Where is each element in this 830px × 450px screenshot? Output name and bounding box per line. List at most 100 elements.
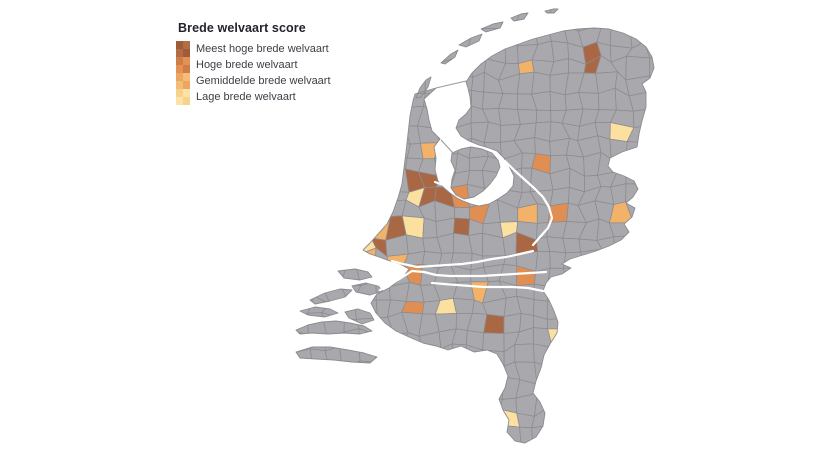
- municipality-cell[interactable]: [358, 183, 378, 209]
- municipality-cell[interactable]: [658, 408, 681, 432]
- municipality-cell[interactable]: [675, 76, 696, 91]
- municipality-cell[interactable]: [675, 153, 694, 175]
- municipality-cell[interactable]: [601, 295, 615, 319]
- municipality-cell[interactable]: [646, 105, 666, 127]
- municipality-cell[interactable]: [658, 46, 682, 62]
- municipality-cell[interactable]: [482, 27, 506, 49]
- municipality-cell[interactable]: [625, 0, 648, 16]
- municipality-cell[interactable]: [627, 312, 645, 336]
- municipality-cell[interactable]: [385, 105, 405, 127]
- municipality-cell[interactable]: [325, 168, 346, 192]
- municipality-cell[interactable]: [658, 252, 680, 271]
- municipality-cell[interactable]: [674, 331, 696, 350]
- municipality-cell[interactable]: [294, 264, 309, 285]
- municipality-cell[interactable]: [391, 0, 404, 17]
- municipality-cell[interactable]: [354, 75, 374, 96]
- municipality-cell[interactable]: [435, 377, 455, 396]
- municipality-cell[interactable]: [593, 440, 616, 450]
- municipality-cell[interactable]: [355, 427, 377, 448]
- municipality-cell[interactable]: [340, 153, 360, 177]
- municipality-cell[interactable]: [642, 312, 662, 336]
- municipality-cell[interactable]: [646, 399, 661, 417]
- municipality-cell[interactable]: [577, 408, 599, 432]
- municipality-cell[interactable]: [372, 76, 394, 96]
- municipality-cell[interactable]: [681, 27, 697, 48]
- municipality-cell[interactable]: [662, 444, 675, 450]
- municipality-cell[interactable]: [676, 171, 696, 192]
- municipality-cell[interactable]: [326, 253, 347, 271]
- municipality-cell[interactable]: [566, 377, 587, 396]
- municipality-cell[interactable]: [503, 313, 522, 334]
- municipality-cell[interactable]: [633, 412, 648, 430]
- municipality-cell[interactable]: [643, 26, 664, 47]
- municipality-cell[interactable]: [306, 270, 327, 288]
- municipality-cell[interactable]: [626, 394, 649, 417]
- municipality-cell[interactable]: [628, 440, 646, 450]
- municipality-cell[interactable]: [595, 408, 616, 432]
- municipality-cell[interactable]: [551, 40, 570, 62]
- municipality-cell[interactable]: [437, 407, 452, 429]
- municipality-cell[interactable]: [441, 14, 456, 30]
- municipality-cell[interactable]: [291, 361, 313, 383]
- municipality-cell[interactable]: [561, 346, 582, 364]
- municipality-cell[interactable]: [374, 345, 393, 366]
- municipality-cell[interactable]: [675, 60, 690, 77]
- municipality-cell[interactable]: [642, 330, 660, 351]
- municipality-cell[interactable]: [341, 360, 361, 385]
- municipality-cell[interactable]: [646, 266, 663, 289]
- municipality-cell[interactable]: [503, 425, 522, 446]
- municipality-cell[interactable]: [295, 281, 315, 299]
- municipality-cell[interactable]: [536, 383, 552, 394]
- municipality-cell[interactable]: [593, 360, 617, 383]
- municipality-cell[interactable]: [611, 313, 633, 333]
- municipality-cell[interactable]: [675, 121, 697, 143]
- municipality-cell[interactable]: [420, 27, 443, 49]
- municipality-highlight-cell[interactable]: [453, 217, 471, 236]
- municipality-cell[interactable]: [593, 378, 618, 398]
- municipality-cell[interactable]: [610, 283, 635, 304]
- municipality-cell[interactable]: [403, 426, 424, 446]
- municipality-cell[interactable]: [626, 375, 649, 400]
- municipality-cell[interactable]: [561, 311, 583, 330]
- municipality-cell[interactable]: [498, 108, 521, 126]
- municipality-cell[interactable]: [402, 363, 426, 382]
- municipality-cell[interactable]: [452, 297, 475, 314]
- municipality-cell[interactable]: [373, 199, 391, 219]
- municipality-cell[interactable]: [646, 119, 666, 144]
- municipality-cell[interactable]: [340, 137, 359, 161]
- municipality-cell[interactable]: [422, 217, 438, 239]
- municipality-cell[interactable]: [417, 125, 442, 144]
- municipality-cell[interactable]: [465, 360, 490, 385]
- municipality-cell[interactable]: [514, 343, 535, 363]
- municipality-highlight-cell[interactable]: [547, 328, 566, 351]
- municipality-cell[interactable]: [307, 360, 328, 385]
- municipality-cell[interactable]: [295, 427, 311, 445]
- municipality-cell[interactable]: [292, 312, 309, 336]
- municipality-cell[interactable]: [371, 120, 391, 144]
- municipality-cell[interactable]: [641, 375, 661, 401]
- municipality-cell[interactable]: [562, 265, 586, 284]
- municipality-cell[interactable]: [546, 283, 570, 305]
- municipality-cell[interactable]: [680, 0, 693, 16]
- municipality-cell[interactable]: [373, 407, 392, 430]
- municipality-cell[interactable]: [340, 167, 360, 192]
- municipality-cell[interactable]: [641, 287, 663, 303]
- municipality-cell[interactable]: [450, 378, 474, 398]
- municipality-cell[interactable]: [345, 89, 359, 106]
- municipality-cell[interactable]: [387, 29, 408, 48]
- municipality-highlight-cell[interactable]: [483, 314, 505, 334]
- municipality-cell[interactable]: [290, 159, 309, 177]
- municipality-cell[interactable]: [358, 0, 375, 17]
- municipality-cell[interactable]: [291, 121, 314, 140]
- municipality-cell[interactable]: [370, 154, 393, 174]
- municipality-cell[interactable]: [369, 94, 394, 111]
- municipality-cell[interactable]: [661, 143, 678, 159]
- municipality-cell[interactable]: [680, 16, 697, 28]
- municipality-cell[interactable]: [659, 381, 678, 400]
- municipality-cell[interactable]: [552, 347, 566, 369]
- municipality-cell[interactable]: [578, 345, 601, 363]
- municipality-cell[interactable]: [660, 393, 678, 415]
- municipality-cell[interactable]: [643, 217, 666, 237]
- municipality-cell[interactable]: [290, 0, 315, 11]
- municipality-cell[interactable]: [353, 120, 377, 144]
